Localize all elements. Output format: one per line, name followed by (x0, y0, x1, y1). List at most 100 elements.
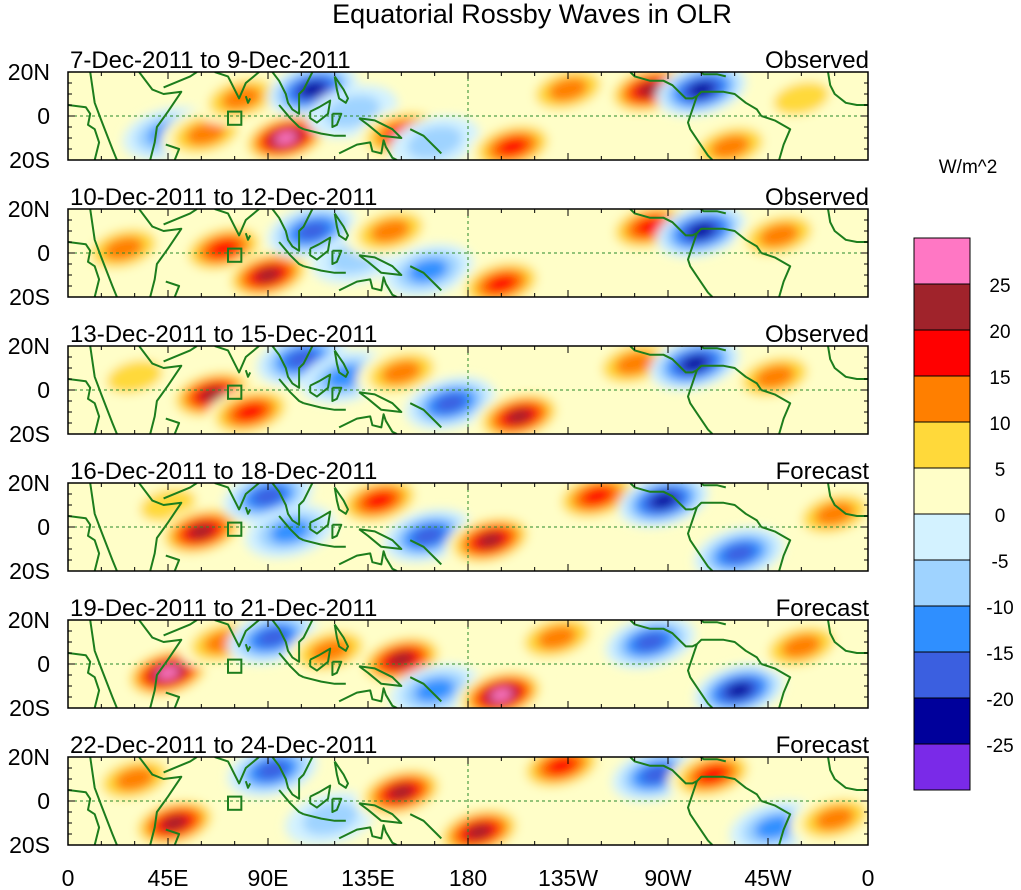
coastline-path (244, 369, 252, 378)
panel-period-label: 22-Dec-2011 to 24-Dec-2011 (70, 732, 377, 759)
anomaly-blob (356, 765, 447, 819)
coastline-path (409, 539, 443, 566)
coastline-path (331, 386, 343, 402)
coastline-path (629, 757, 763, 802)
anomaly-contour (434, 393, 466, 413)
colorbar-swatch (913, 697, 971, 745)
colorbar-swatch (913, 651, 971, 699)
panel-ticks (67, 345, 869, 435)
coastline-path (309, 784, 332, 809)
coastline-path (681, 209, 727, 215)
anomaly-contour (363, 491, 395, 510)
anomaly-blob (196, 72, 287, 126)
anomaly-contour (256, 760, 289, 780)
colorbar-swatch (913, 605, 971, 653)
coastline-path (278, 104, 305, 131)
coastline-path (827, 620, 868, 654)
anomaly-blob (345, 209, 436, 258)
colorbar-label: 25 (989, 276, 1010, 297)
anomaly-contour (614, 351, 655, 376)
coastline-path (68, 652, 101, 708)
y-tick-label: 20S (9, 695, 50, 721)
panel-status-label: Observed (765, 184, 869, 211)
coastline-path (244, 232, 252, 241)
coastline-path (827, 72, 868, 106)
coastline-path (278, 652, 305, 679)
coastline-path (338, 276, 398, 297)
reference-box (227, 247, 243, 263)
anomaly-contour (545, 757, 577, 776)
coastline-path (89, 72, 118, 160)
coastline-path (760, 663, 792, 708)
colorbar-label: -15 (986, 644, 1013, 665)
anomaly-contour (490, 688, 513, 702)
colorbar-swatch (913, 559, 971, 607)
coastline-path (163, 483, 198, 500)
y-tick-label: 20N (8, 196, 50, 222)
anomaly-blob (511, 620, 602, 665)
coastline-path (244, 95, 252, 104)
panel-status-label: Observed (765, 321, 869, 348)
coastline-path (331, 523, 343, 539)
anomaly-blob (694, 663, 785, 708)
panel-status-label: Forecast (776, 732, 870, 759)
coastline-path (214, 72, 260, 100)
coastline-path (333, 760, 349, 789)
coastline-path (278, 789, 305, 816)
colorbar-swatch (913, 237, 971, 285)
anomaly-contour (506, 408, 532, 424)
coastline-path (331, 112, 343, 128)
anomaly-contour (255, 267, 281, 283)
coastline-path (244, 780, 252, 789)
anomaly-blob (240, 111, 331, 160)
anomaly-contour (388, 652, 415, 668)
panel-status-label: Forecast (776, 595, 870, 622)
coastline-path (409, 676, 443, 703)
coastline-path (214, 209, 260, 237)
coastline-path (309, 647, 332, 672)
colorbar-swatch (913, 513, 971, 561)
anomaly-blob (474, 389, 565, 434)
anomaly-contour (781, 634, 822, 659)
anomaly-contour (370, 219, 411, 243)
anomaly-blob (456, 668, 547, 708)
coastline-path (303, 402, 346, 411)
anomaly-contour (696, 765, 729, 784)
y-tick-label: 0 (37, 103, 50, 129)
coastline-path (271, 620, 314, 663)
coastline-path (68, 789, 101, 845)
reference-box (227, 521, 243, 537)
anomaly-contour (548, 77, 588, 102)
anomaly-contour (634, 217, 666, 236)
coastline-path (138, 346, 183, 434)
coastline-path (827, 483, 868, 517)
panel-6: 20N 0 20S 22-Dec-2011 to 24-Dec-2011 Forecas… (8, 732, 870, 858)
coastline-path (165, 143, 181, 160)
anomaly-blob (467, 120, 558, 160)
coastline-path (309, 510, 332, 535)
anomaly-blob (78, 221, 169, 276)
coastline-path (278, 515, 305, 542)
anomaly-blob (156, 504, 247, 559)
panel-period-label: 16-Dec-2011 to 18-Dec-2011 (70, 458, 377, 485)
panel-period-label: 7-Dec-2011 to 9-Dec-2011 (70, 47, 351, 74)
coastlines (68, 620, 868, 708)
coastline-path (827, 209, 868, 243)
anomaly-contour (106, 360, 163, 394)
anomaly-contour (581, 486, 613, 506)
coastline-path (681, 346, 727, 352)
anomaly-contour (496, 137, 529, 157)
x-tick-label: 135W (538, 865, 598, 890)
anomaly-blob (405, 376, 496, 430)
coastline-path (271, 72, 314, 115)
anomaly-contour (408, 258, 448, 283)
coastline-path (760, 526, 792, 571)
y-tick-label: 20S (9, 558, 50, 584)
coastline-path (338, 139, 398, 160)
coastline-path (138, 209, 183, 297)
colorbar-swatch (913, 467, 971, 515)
anomaly-contour (252, 486, 284, 506)
y-tick-label: 20N (8, 744, 50, 770)
coastline-path (338, 413, 398, 434)
anomaly-blob (516, 757, 607, 793)
